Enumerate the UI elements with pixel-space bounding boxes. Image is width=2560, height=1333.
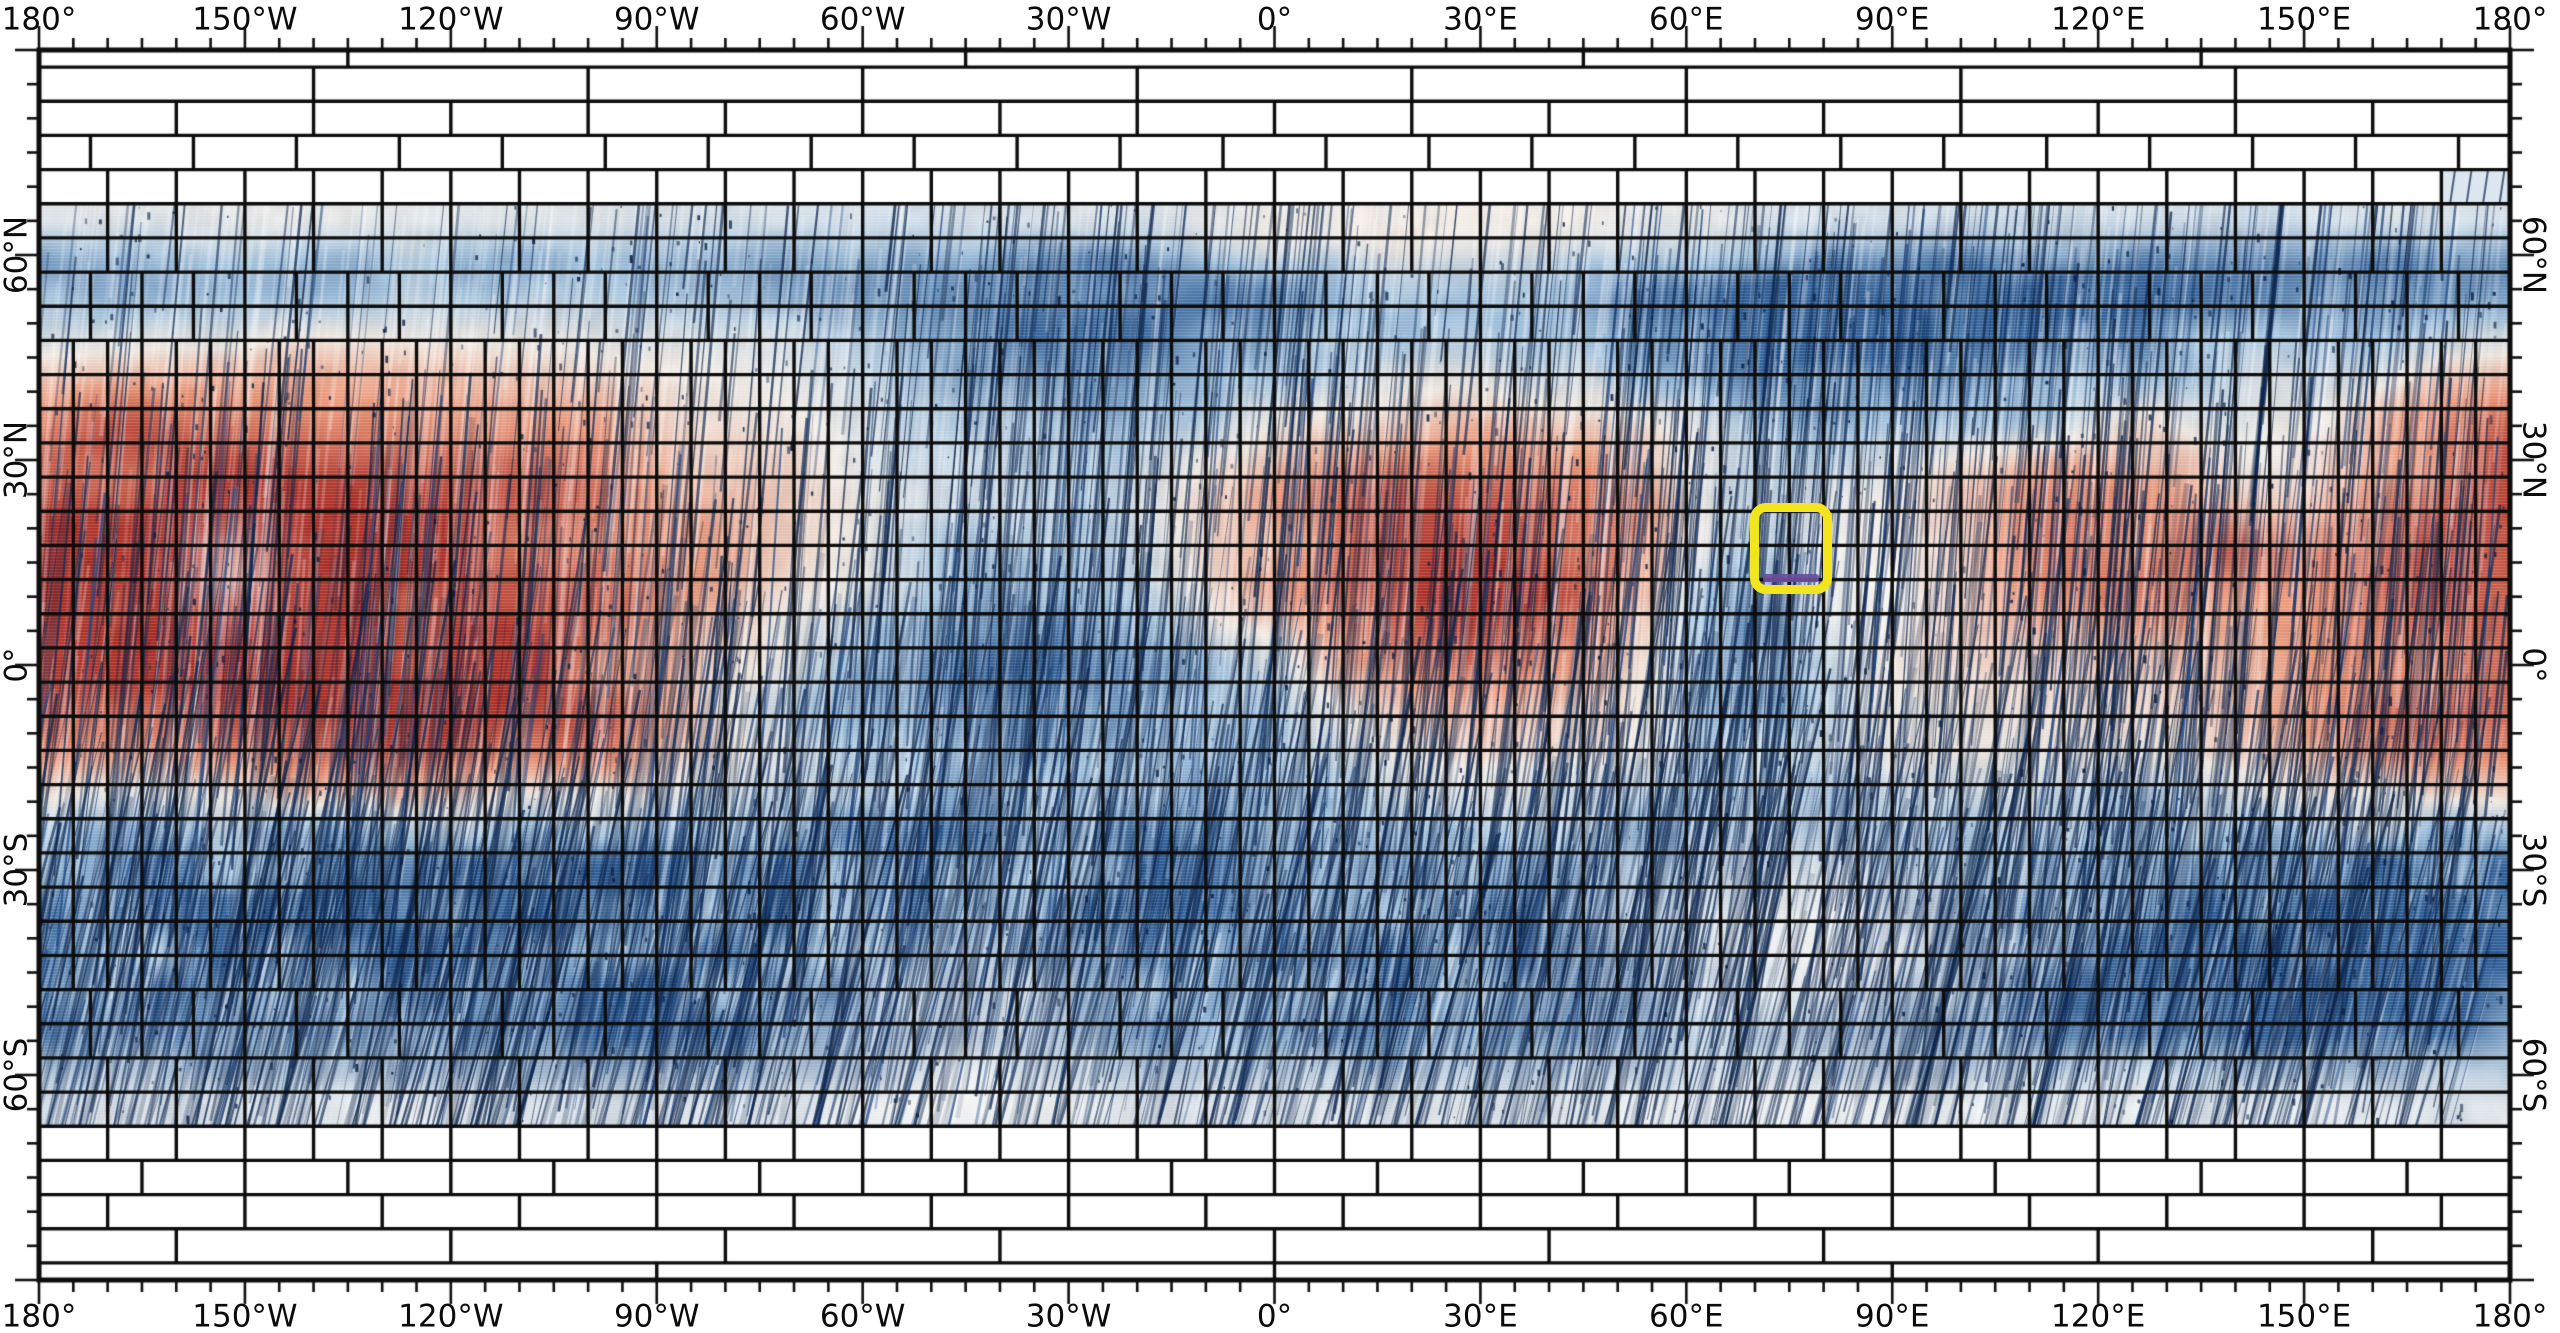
axis-label-left-1: 30°N [0,420,35,500]
axis-label-top-5: 30°W [1025,1,1112,38]
axis-label-top-1: 150°W [192,1,298,38]
axis-label-left-2: 0° [0,647,35,683]
axis-label-bottom-6: 0° [1256,1298,1293,1333]
highlight-inner-strip [1763,574,1819,583]
axis-label-top-9: 90°E [1854,1,1930,38]
axis-label-bottom-1: 150°W [192,1298,298,1333]
axis-label-bottom-9: 90°E [1854,1298,1930,1333]
axis-label-bottom-0: 180° [1,1298,77,1333]
axis-label-bottom-4: 60°W [819,1298,906,1333]
axis-label-bottom-7: 30°E [1443,1298,1518,1333]
axis-label-top-7: 30°E [1443,1,1518,38]
axis-label-bottom-3: 90°W [613,1298,700,1333]
axis-label-bottom-8: 60°E [1649,1298,1724,1333]
axis-label-left-3: 30°S [0,832,35,908]
axis-label-top-11: 150°E [2256,1,2352,38]
axis-label-left-0: 60°N [0,215,35,295]
axis-label-right-3: 30°S [2515,832,2552,908]
axis-label-right-1: 30°N [2515,420,2552,500]
axis-label-left-4: 60°S [0,1037,35,1113]
axis-label-top-8: 60°E [1649,1,1724,38]
axis-label-bottom-10: 120°E [2051,1298,2146,1333]
axis-label-right-2: 0° [2515,647,2552,683]
axis-label-top-12: 180° [2472,1,2548,38]
axis-label-top-4: 60°W [819,1,906,38]
axis-label-top-10: 120°E [2051,1,2146,38]
axis-label-bottom-12: 180° [2472,1298,2548,1333]
highlight-box[interactable] [1750,502,1832,595]
axis-label-top-0: 180° [1,1,77,38]
axis-label-top-3: 90°W [613,1,700,38]
axis-label-top-6: 0° [1256,1,1293,38]
axis-label-right-0: 60°N [2515,215,2552,295]
axis-label-bottom-11: 150°E [2256,1298,2352,1333]
axis-label-top-2: 120°W [398,1,504,38]
axis-label-bottom-2: 120°W [398,1298,504,1333]
axis-label-bottom-5: 30°W [1025,1298,1112,1333]
axis-label-right-4: 60°S [2515,1037,2552,1113]
